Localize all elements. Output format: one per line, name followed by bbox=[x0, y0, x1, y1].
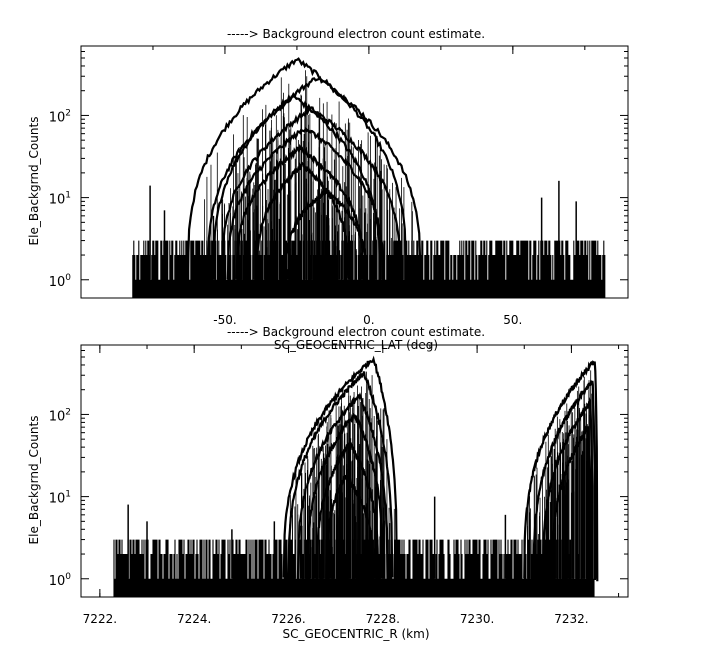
panel-top: -----> Background electron count estimat… bbox=[27, 27, 629, 327]
series-line bbox=[325, 473, 375, 580]
series-line bbox=[235, 143, 365, 280]
series-line bbox=[282, 355, 398, 581]
x-tick-label: 7222. bbox=[83, 612, 117, 626]
x-axis: -50. 0. 50. bbox=[80, 46, 586, 327]
series-line bbox=[315, 440, 380, 579]
plot-area bbox=[113, 355, 599, 597]
x-tick-label: 7226. bbox=[271, 612, 305, 626]
series-line bbox=[296, 392, 389, 582]
x-tick-label: 7230. bbox=[460, 612, 494, 626]
chart-title: -----> Background electron count estimat… bbox=[227, 325, 485, 339]
y-axis-label: Ele_Backgrnd_Counts bbox=[27, 416, 41, 545]
y-tick-label: 101 bbox=[49, 191, 71, 208]
series-line bbox=[542, 397, 594, 580]
y-axis-label: Ele_Backgrnd_Counts bbox=[27, 117, 41, 246]
x-tick-label: 7224. bbox=[177, 612, 211, 626]
axes-frame bbox=[80, 344, 629, 598]
series-line bbox=[212, 75, 422, 280]
noise-floor bbox=[132, 240, 606, 298]
x-tick-label: 7228. bbox=[366, 612, 400, 626]
x-axis-label: SC_GEOCENTRIC_R (km) bbox=[283, 627, 430, 641]
panel-bottom: -----> Background electron count estimat… bbox=[27, 325, 629, 641]
y-tick-exponent: 1 bbox=[65, 191, 71, 201]
axes-frame bbox=[80, 45, 629, 299]
y-tick-exponent: 2 bbox=[65, 108, 71, 118]
x-tick-label: 0. bbox=[363, 313, 374, 327]
series-line bbox=[226, 126, 385, 281]
x-tick-label: 50. bbox=[503, 313, 522, 327]
y-tick-label: 100 bbox=[49, 273, 72, 290]
x-tick-label: -50. bbox=[213, 313, 236, 327]
y-tick-label: 101 bbox=[49, 490, 71, 507]
series-line bbox=[186, 57, 408, 282]
x-tick-label: 7232. bbox=[554, 612, 588, 626]
y-tick-exponent: 0 bbox=[65, 572, 71, 582]
y-tick-exponent: 0 bbox=[65, 273, 71, 283]
series-line bbox=[206, 95, 382, 282]
y-tick-label: 102 bbox=[49, 108, 71, 125]
series-line bbox=[287, 371, 394, 580]
y-tick-label: 100 bbox=[49, 572, 72, 589]
series-line bbox=[551, 425, 592, 580]
chart-title: -----> Background electron count estimat… bbox=[227, 27, 485, 41]
plot-area bbox=[132, 57, 606, 298]
series-line bbox=[221, 106, 402, 282]
y-tick-exponent: 2 bbox=[65, 407, 71, 417]
series-line bbox=[523, 360, 599, 582]
series-line bbox=[532, 379, 597, 581]
series-line bbox=[306, 412, 384, 579]
x-axis: 7222. 7224. 7226. 7228. 7230. 7232. bbox=[83, 345, 620, 626]
series-line bbox=[255, 161, 350, 279]
series-line bbox=[284, 189, 368, 281]
y-tick-exponent: 1 bbox=[65, 490, 71, 500]
y-tick-label: 102 bbox=[49, 407, 71, 424]
